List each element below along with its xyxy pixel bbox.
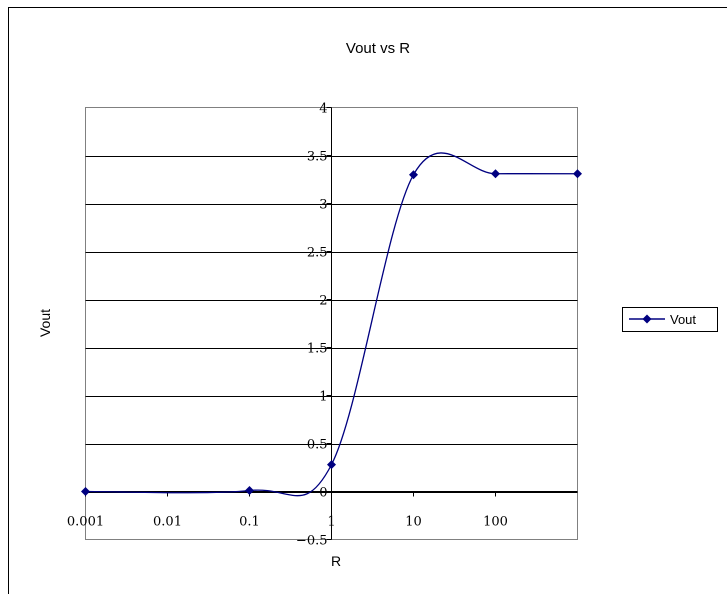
y-tick-label-3: 1	[319, 390, 327, 405]
y-tick-label-7: 3	[319, 198, 327, 213]
x-tick-label-4: 10	[405, 515, 422, 530]
y-tick-labels: −0.5 0 0.5 1 1.5 2 2.5 3 3.5 4	[296, 102, 332, 549]
chart-title: Vout vs R	[346, 40, 410, 57]
data-point-2	[327, 460, 336, 470]
x-tick-label-0: 0.001	[67, 515, 104, 530]
x-axis-label: R	[331, 553, 341, 569]
y-tick-label-6: 2.5	[307, 246, 328, 261]
y-tick-label-0: −0.5	[296, 534, 328, 549]
legend-marker	[642, 314, 652, 324]
data-point-5	[573, 169, 582, 179]
data-point-0	[81, 487, 90, 496]
y-tick-label-9: 4	[319, 102, 327, 117]
y-axis-label: Vout	[37, 309, 53, 337]
legend: Vout	[622, 307, 718, 332]
y-tick-label-4: 1.5	[307, 342, 328, 357]
y-tick-label-8: 3.5	[307, 150, 328, 165]
y-tick-label-1: 0	[319, 486, 327, 501]
legend-label: Vout	[670, 312, 696, 327]
data-point-3	[409, 170, 418, 180]
y-tick-label-2: 0.5	[307, 438, 328, 453]
x-tick-label-5: 100	[483, 515, 508, 530]
y-tick-label-5: 2	[319, 294, 327, 309]
data-point-4	[491, 169, 500, 179]
series-group	[81, 152, 582, 497]
x-tick-labels: 0.001 0.01 0.1 1 10 100	[67, 491, 508, 530]
x-tick-label-1: 0.01	[153, 515, 182, 530]
data-point-1	[245, 486, 254, 496]
x-tick-label-3: 1	[327, 515, 335, 530]
x-tick-label-2: 0.1	[239, 515, 260, 530]
